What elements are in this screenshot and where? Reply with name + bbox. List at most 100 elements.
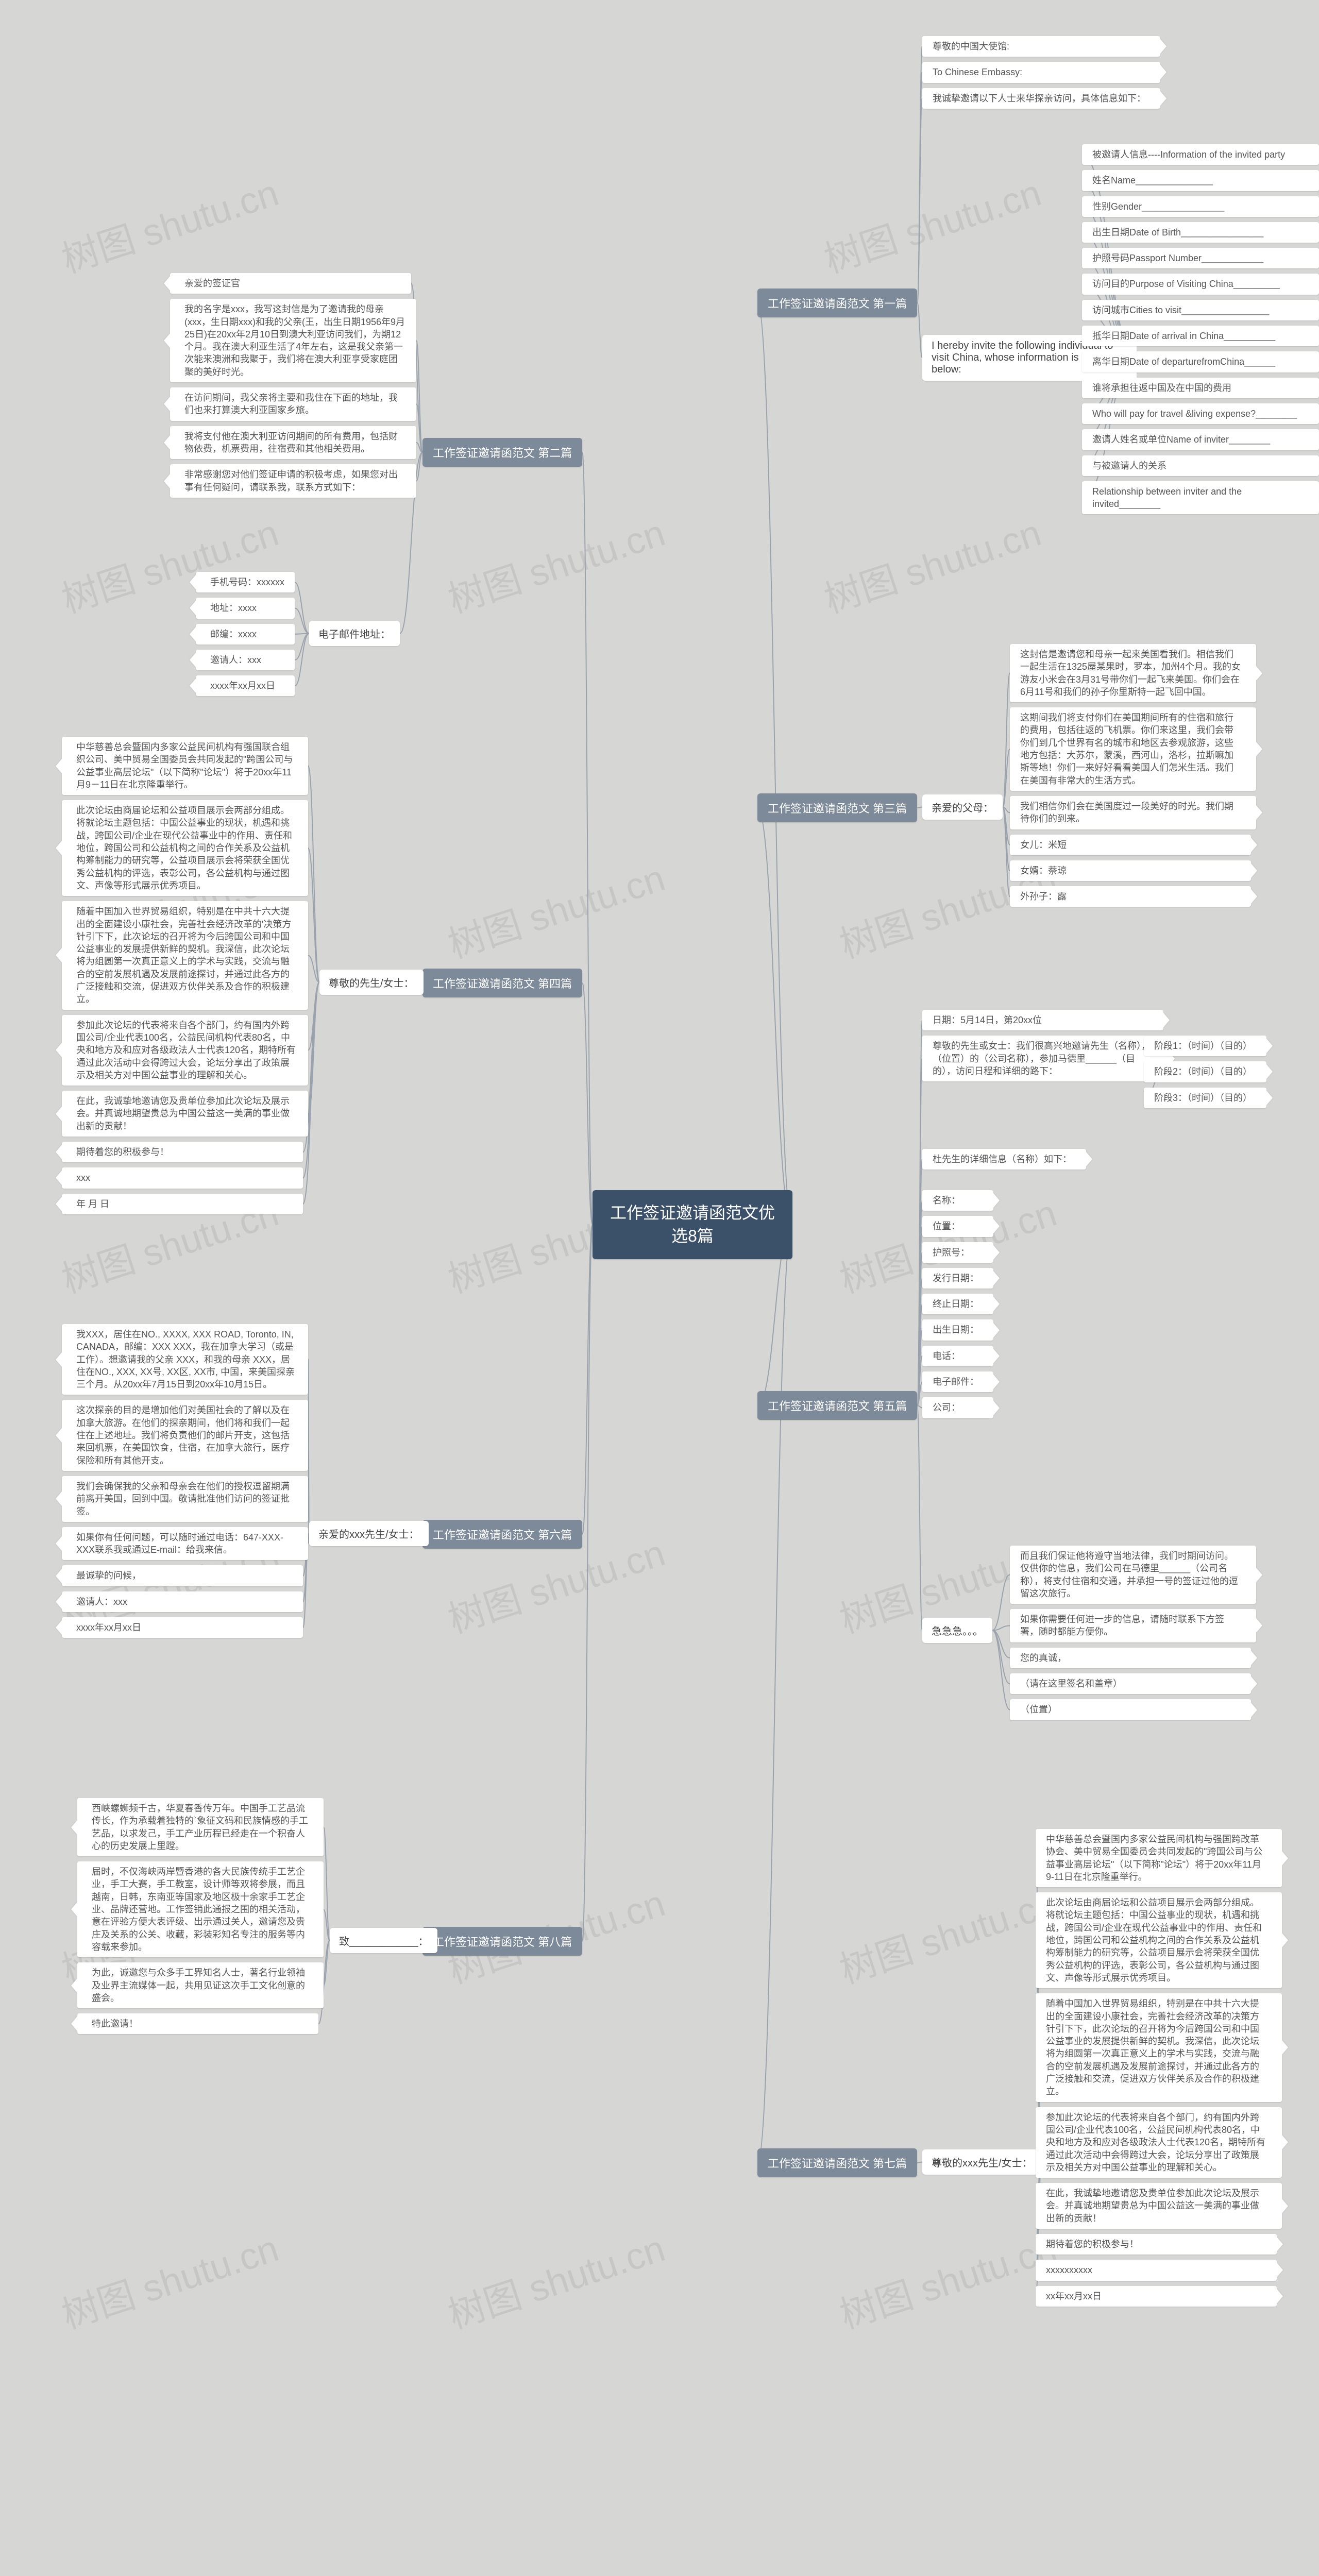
- sub-b6-salutation: 亲爱的xxx先生/女士：: [309, 1521, 429, 1546]
- branch-article-1: 工作签证邀请函范文 第一篇: [757, 289, 917, 317]
- leaf: 尊敬的中国大使馆:: [922, 36, 1160, 57]
- leaf: xxx: [62, 1167, 303, 1188]
- leaf: 如果你需要任何进一步的信息，请随时联系下方签署，随时都能方便你。: [1010, 1609, 1256, 1642]
- branch-article-2: 工作签证邀请函范文 第二篇: [422, 438, 582, 467]
- leaf: 邀请人：xxx: [62, 1591, 303, 1612]
- leaf: 出生日期Date of Birth________________: [1082, 222, 1319, 243]
- leaf: 随着中国加入世界贸易组织，特别是在中共十六大提出的全面建设小康社会，完善社会经济…: [1036, 1993, 1282, 2102]
- leaf: 抵华日期Date of arrival in China__________: [1082, 326, 1319, 346]
- leaf: 邮编：xxxx: [196, 624, 295, 645]
- leaf: 姓名Name_______________: [1082, 170, 1319, 191]
- root-label: 工作签证邀请函范文优选8篇: [610, 1204, 775, 1245]
- leaf: 为此，诚邀您与众多手工界知名人士，著名行业领袖及业界主流媒体一起，共用见证这次手…: [77, 1962, 324, 2008]
- leaf: Who will pay for travel &living expense?…: [1082, 403, 1319, 424]
- leaf: 邀请人姓名或单位Name of inviter________: [1082, 429, 1319, 450]
- sub-b3-salutation: 亲爱的父母：: [922, 794, 1003, 820]
- sub-b8-to: 致____________：: [330, 1928, 437, 1953]
- leaf: 日期：5月14日，第20xx位: [922, 1010, 1163, 1030]
- leaf: 发行日期：: [922, 1268, 993, 1289]
- leaf: 此次论坛由商届论坛和公益项目展示会两部分组成。将就论坛主题包括：中国公益事业的现…: [62, 800, 308, 896]
- leaf: 我诚挚邀请以下人士来华探亲访问，具体信息如下：: [922, 88, 1160, 109]
- leaf: xxxxxxxxxx: [1036, 2260, 1277, 2280]
- leaf: 我将支付他在澳大利亚访问期间的所有费用，包括财物依费，机票费用，往宿费和其他相关…: [170, 426, 416, 460]
- leaf: 位置：: [922, 1216, 993, 1236]
- leaf: 我们会确保我的父亲和母亲会在他们的授权逗留期满前离开美国，回到中国。敬请批准他们…: [62, 1476, 308, 1522]
- leaf: 女婿：萘琼: [1010, 860, 1251, 881]
- leaf: 手机号码：xxxxxx: [196, 572, 295, 592]
- leaf: 年 月 日: [62, 1194, 303, 1214]
- leaf: 这次探亲的目的是增加他们对美国社会的了解以及在加拿大旅游。在他们的探亲期间，他们…: [62, 1400, 308, 1470]
- leaf: 女儿：米短: [1010, 835, 1251, 855]
- leaf: （位置）: [1010, 1699, 1251, 1720]
- leaf: 被邀请人信息----Information of the invited par…: [1082, 144, 1319, 165]
- leaf: 这期间我们将支付你们在美国期间所有的住宿和旅行的费用，包括往返的飞机票。你们来这…: [1010, 707, 1256, 791]
- watermark: 树图 shutu.cn: [54, 162, 284, 283]
- watermark: 树图 shutu.cn: [832, 2218, 1062, 2339]
- leaf: 阶段1：（时间）（目的）: [1144, 1036, 1266, 1056]
- leaf: 在此，我诚挚地邀请您及贵单位参加此次论坛及展示会。并真诚地期望贵总为中国公益这一…: [62, 1091, 308, 1137]
- watermark: 树图 shutu.cn: [54, 2218, 284, 2339]
- branch-article-7: 工作签证邀请函范文 第七篇: [757, 2148, 917, 2177]
- root-node: 工作签证邀请函范文优选8篇: [593, 1190, 792, 1259]
- leaf: 如果你有任何问题，可以随时通过电话：647-XXX-XXX联系我或通过E-mai…: [62, 1527, 308, 1561]
- leaf: 非常感谢您对他们签证申请的积极考虑，如果您对出事有任何疑问，请联系我，联系方式如…: [170, 464, 416, 498]
- leaf: 随着中国加入世界贸易组织，特别是在中共十六大提出的全面建设小康社会，完善社会经济…: [62, 901, 308, 1009]
- leaf: 出生日期：: [922, 1319, 993, 1340]
- leaf: 杜先生的详细信息（名称）如下：: [922, 1149, 1086, 1170]
- branch-article-4: 工作签证邀请函范文 第四篇: [422, 969, 582, 997]
- watermark: 树图 shutu.cn: [440, 2218, 670, 2339]
- leaf: 阶段3：（时间）（目的）: [1144, 1088, 1266, 1108]
- leaf: 邀请人：xxx: [196, 650, 295, 670]
- leaf: 特此邀请！: [77, 2013, 318, 2034]
- leaf: 中华慈善总会暨国内多家公益民间机构与强国跨改革协会、美中贸易全国委员会共同发起的…: [1036, 1829, 1282, 1887]
- leaf: 性别Gender________________: [1082, 196, 1319, 217]
- leaf: 而且我们保证他将遵守当地法律，我们时期间访问。仅供你的信息，我们公司在马德里__…: [1010, 1546, 1256, 1604]
- leaf: 中华慈善总会暨国内多家公益民间机构有强国联合组织公司、美中贸易全国委员会共同发起…: [62, 737, 308, 795]
- leaf: 电子邮件：: [922, 1371, 993, 1392]
- leaf: 访问城市Cities to visit_________________: [1082, 300, 1319, 320]
- leaf: 在访问期间，我父亲将主要和我住在下面的地址，我们也来打算澳大利亚国家乡旅。: [170, 387, 416, 421]
- leaf: 电话：: [922, 1346, 993, 1366]
- sub-b7-salutation: 尊敬的xxx先生/女士：: [922, 2149, 1042, 2175]
- watermark: 树图 shutu.cn: [440, 848, 670, 969]
- sub-b5-gengduo: 急急急。。。: [922, 1618, 992, 1643]
- leaf: 期待着您的积极参与！: [62, 1142, 303, 1162]
- leaf: 地址：xxxx: [196, 598, 295, 618]
- watermark: 树图 shutu.cn: [832, 1873, 1062, 1994]
- leaf: Relationship between inviter and the inv…: [1082, 481, 1319, 515]
- leaf: 此次论坛由商届论坛和公益项目展示会两部分组成。将就论坛主题包括：中国公益事业的现…: [1036, 1892, 1282, 1988]
- leaf: 在此，我诚挚地邀请您及贵单位参加此次论坛及展示会。并真诚地期望贵总为中国公益这一…: [1036, 2183, 1282, 2229]
- leaf: 名称：: [922, 1190, 993, 1211]
- leaf: 我XXX，居住在NO., XXXX, XXX ROAD, Toronto, IN…: [62, 1324, 308, 1395]
- watermark: 树图 shutu.cn: [816, 502, 1046, 623]
- leaf: 阶段2：（时间）（目的）: [1144, 1061, 1266, 1082]
- leaf: 我的名字是xxx，我写这封信是为了邀请我的母亲(xxx，生日期xxx)和我的父亲…: [170, 299, 416, 382]
- branch-article-3: 工作签证邀请函范文 第三篇: [757, 793, 917, 822]
- leaf: 西峡螺蛳频千古，华夏春香传万年。中国手工艺品流传长，作为承载着独特的`象征文码和…: [77, 1798, 324, 1856]
- leaf: 参加此次论坛的代表将来自各个部门，约有国内外跨国公司/企业代表100名，公益民间…: [62, 1015, 308, 1086]
- leaf: 最诚挚的问候，: [62, 1565, 303, 1586]
- branch-article-8: 工作签证邀请函范文 第八篇: [422, 1927, 582, 1956]
- leaf: 终止日期：: [922, 1294, 993, 1314]
- leaf: 期待着您的积极参与！: [1036, 2234, 1277, 2255]
- leaf: 护照号：: [922, 1242, 993, 1263]
- watermark: 树图 shutu.cn: [440, 502, 670, 623]
- leaf: 公司：: [922, 1397, 993, 1418]
- leaf: 亲爱的签证官: [170, 273, 411, 294]
- sub-b4-salutation: 尊敬的先生/女士：: [319, 970, 424, 995]
- leaf: 谁将承担往返中国及在中国的费用: [1082, 378, 1319, 398]
- leaf: （请在这里签名和盖章）: [1010, 1673, 1251, 1694]
- branch-article-5: 工作签证邀请函范文 第五篇: [757, 1391, 917, 1420]
- leaf: xxxx年xx月xx日: [62, 1617, 303, 1638]
- leaf: 届时，不仅海峡两岸暨香港的各大民族传统手工艺企业，手工大赛，手工教室，设计师等双…: [77, 1861, 324, 1957]
- leaf: xx年xx月xx日: [1036, 2286, 1277, 2307]
- leaf: 这封信是邀请您和母亲一起来美国看我们。相信我们一起生活在1325屋某果时，罗本，…: [1010, 644, 1256, 702]
- leaf: 尊敬的先生或女士：我们很高兴地邀请先生（名称），（位置）的（公司名称），参加马德…: [922, 1036, 1169, 1081]
- leaf: 离华日期Date of departurefromChina______: [1082, 351, 1319, 372]
- leaf: 外孙子：露: [1010, 886, 1251, 907]
- branch-article-6: 工作签证邀请函范文 第六篇: [422, 1520, 582, 1549]
- leaf: 我们相信你们会在美国度过一段美好的时光。我们期待你们的到来。: [1010, 796, 1256, 829]
- leaf: 您的真诚，: [1010, 1648, 1251, 1668]
- leaf: To Chinese Embassy:: [922, 62, 1160, 82]
- leaf: 护照号码Passport Number____________: [1082, 248, 1319, 268]
